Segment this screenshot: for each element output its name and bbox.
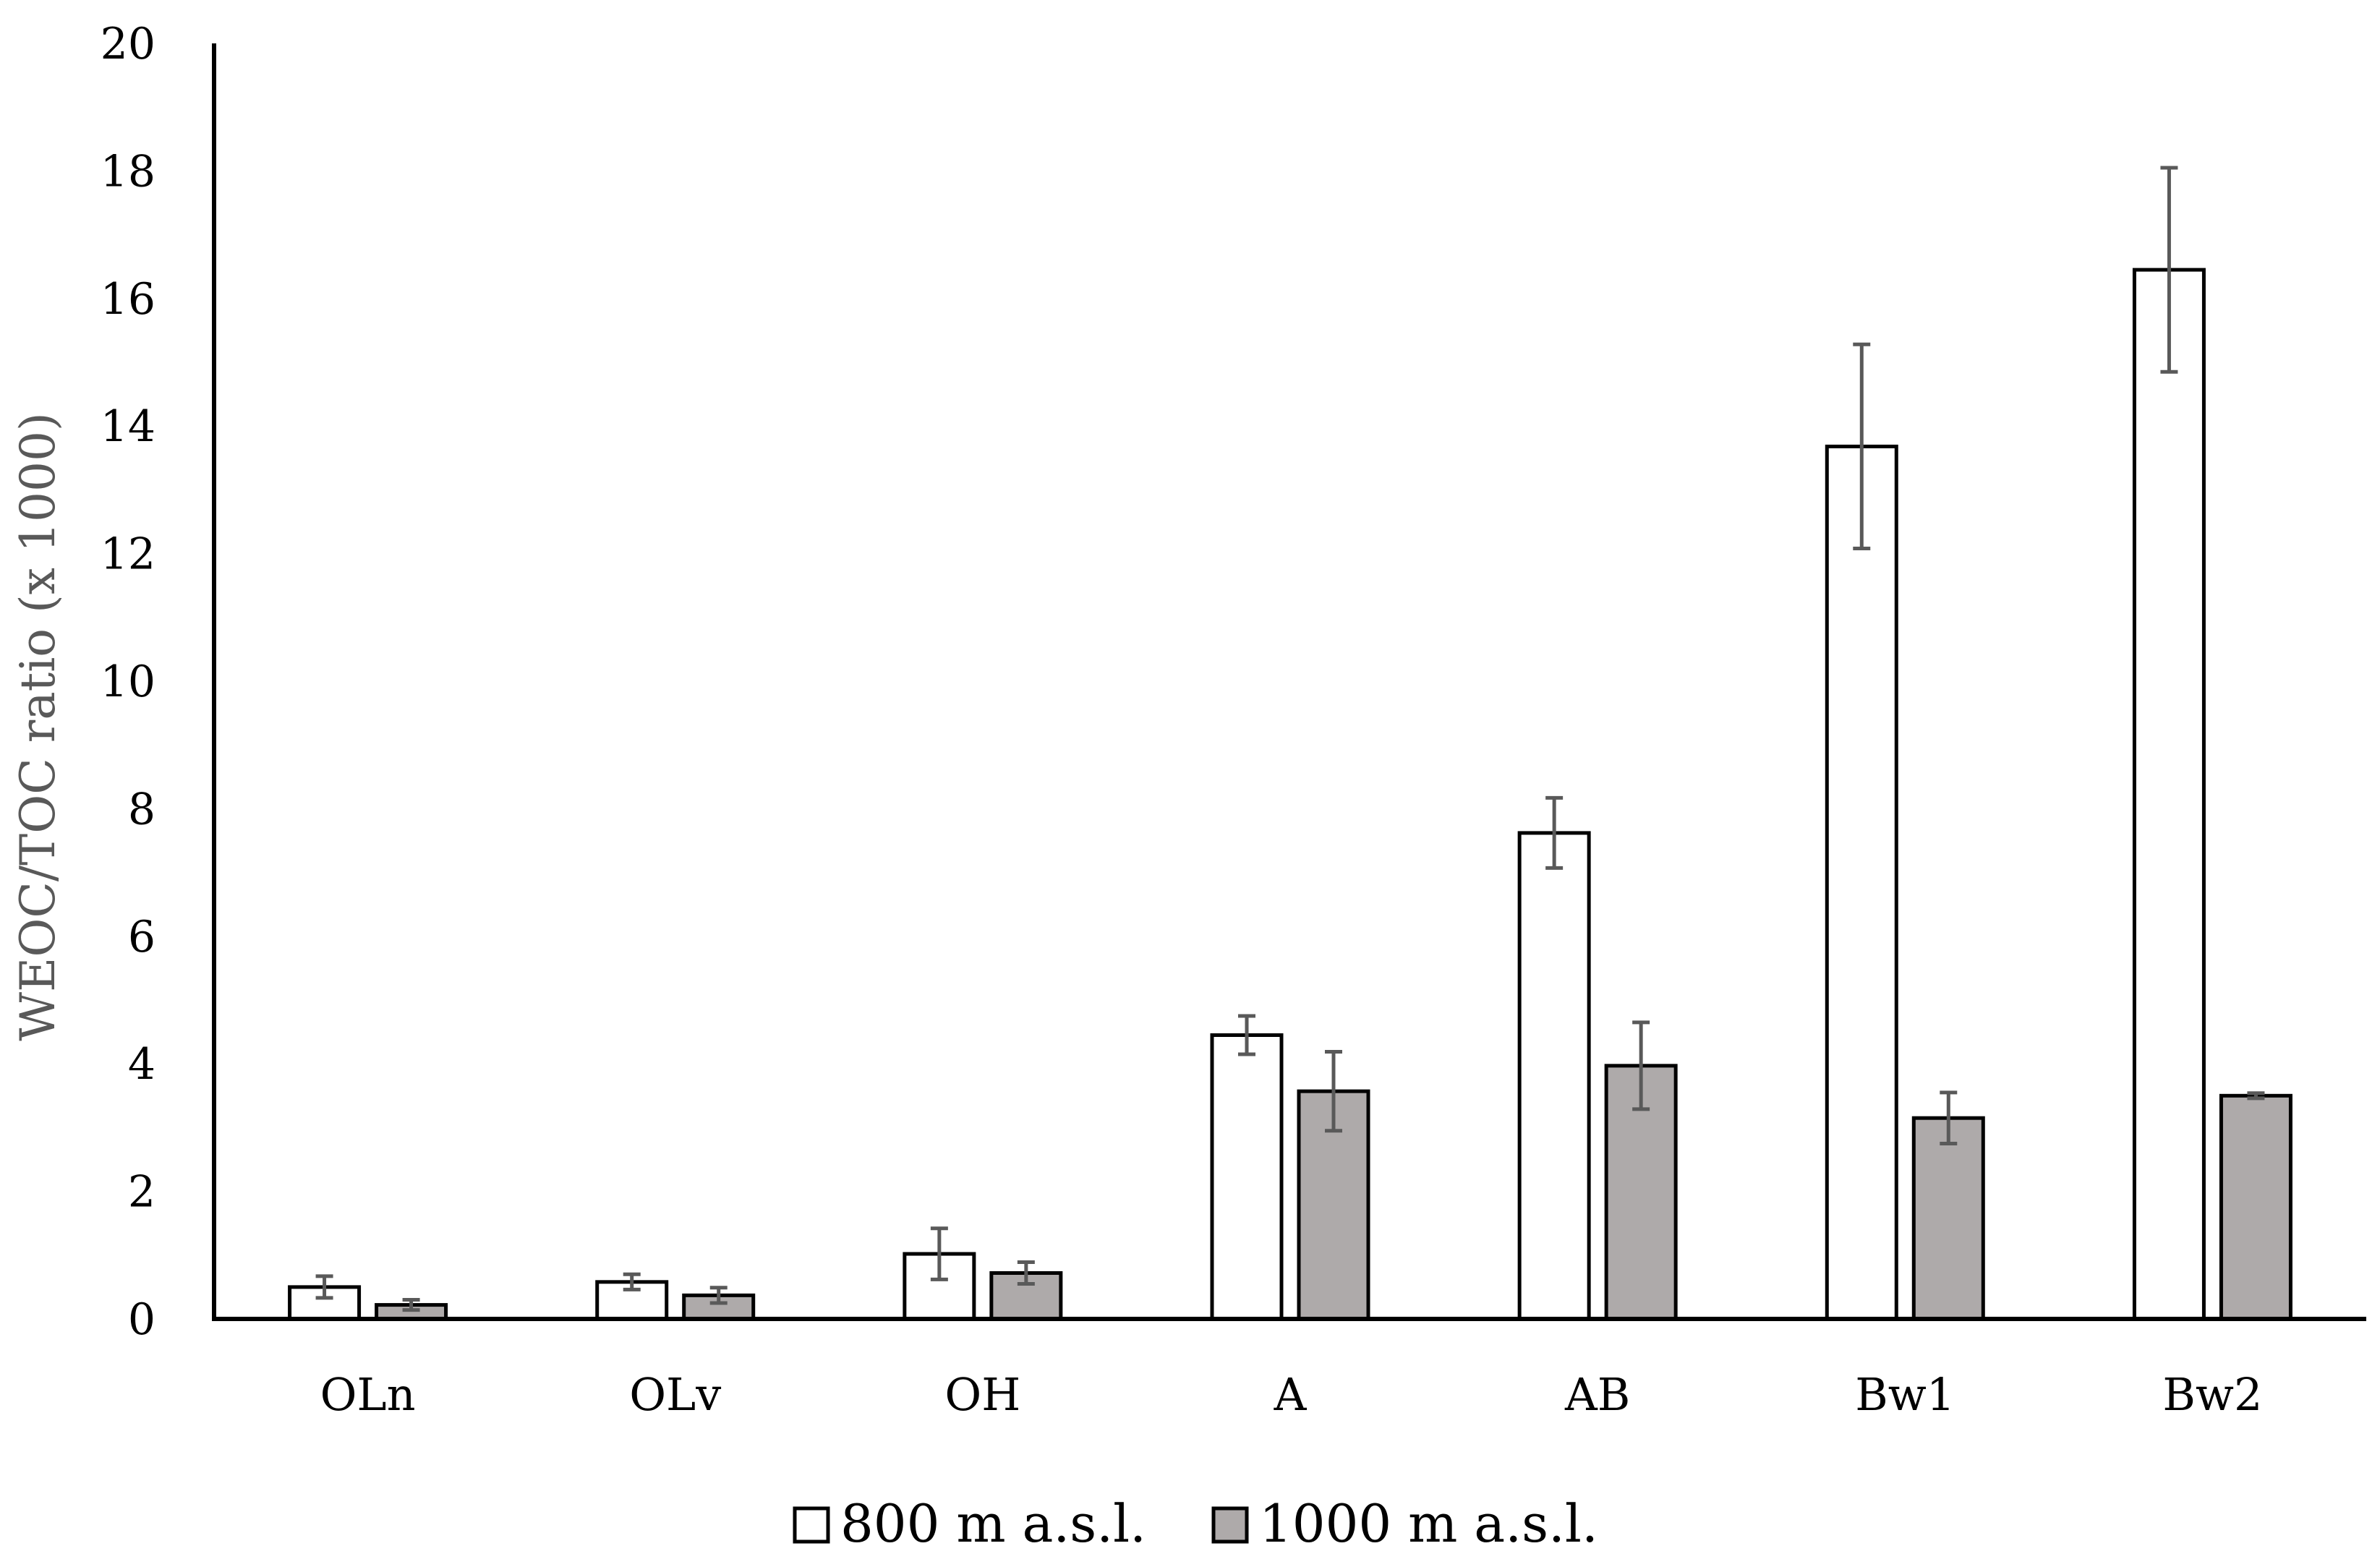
legend-label-800: 800 m a.s.l. [840, 1493, 1146, 1554]
x-category-label: Bw1 [1855, 1368, 1955, 1421]
legend-swatch-1000 [1211, 1506, 1249, 1544]
x-category-label: A [1274, 1368, 1308, 1421]
bars-layer [288, 268, 2292, 1321]
y-tick-label: 4 [128, 1039, 155, 1090]
y-tick-label: 0 [128, 1294, 155, 1345]
y-tick-label: 16 [101, 274, 155, 325]
y-tick-label: 20 [101, 19, 155, 69]
y-tick-label: 8 [128, 784, 155, 834]
y-tick-label: 12 [101, 529, 155, 580]
legend: 800 m a.s.l. 1000 m a.s.l. [793, 1493, 1598, 1554]
x-category-label: AB [1564, 1368, 1630, 1421]
x-category-label: OH [944, 1368, 1020, 1421]
y-tick-label: 2 [128, 1167, 155, 1218]
y-axis-title: WEOC/TOC ratio (x 1000) [10, 412, 66, 1041]
bar-Bw2-series-1 [2132, 268, 2206, 1321]
x-category-label: OLv [629, 1368, 721, 1421]
y-tick-labels: 0 2 4 6 8 10 12 14 16 18 20 [101, 19, 155, 1345]
x-category-labels: OLn OLv OH A AB Bw1 Bw2 [320, 1368, 2263, 1421]
legend-label-1000: 1000 m a.s.l. [1259, 1493, 1598, 1554]
bar-Bw2-series-2 [2219, 1093, 2292, 1321]
y-tick-label: 6 [128, 912, 155, 962]
y-tick-label: 18 [101, 146, 155, 197]
bar-AB-series-1 [1517, 831, 1591, 1321]
bar-Bw1-series-2 [1911, 1116, 1985, 1321]
y-tick-label: 14 [101, 401, 155, 452]
y-tick-label: 10 [101, 657, 155, 707]
bar-A-series-1 [1210, 1033, 1284, 1321]
bar-Bw1-series-1 [1825, 444, 1898, 1321]
x-category-label: Bw2 [2162, 1368, 2262, 1421]
error-bars-layer [315, 166, 2265, 1312]
x-category-label: OLn [320, 1368, 416, 1421]
legend-swatch-800 [793, 1506, 830, 1544]
